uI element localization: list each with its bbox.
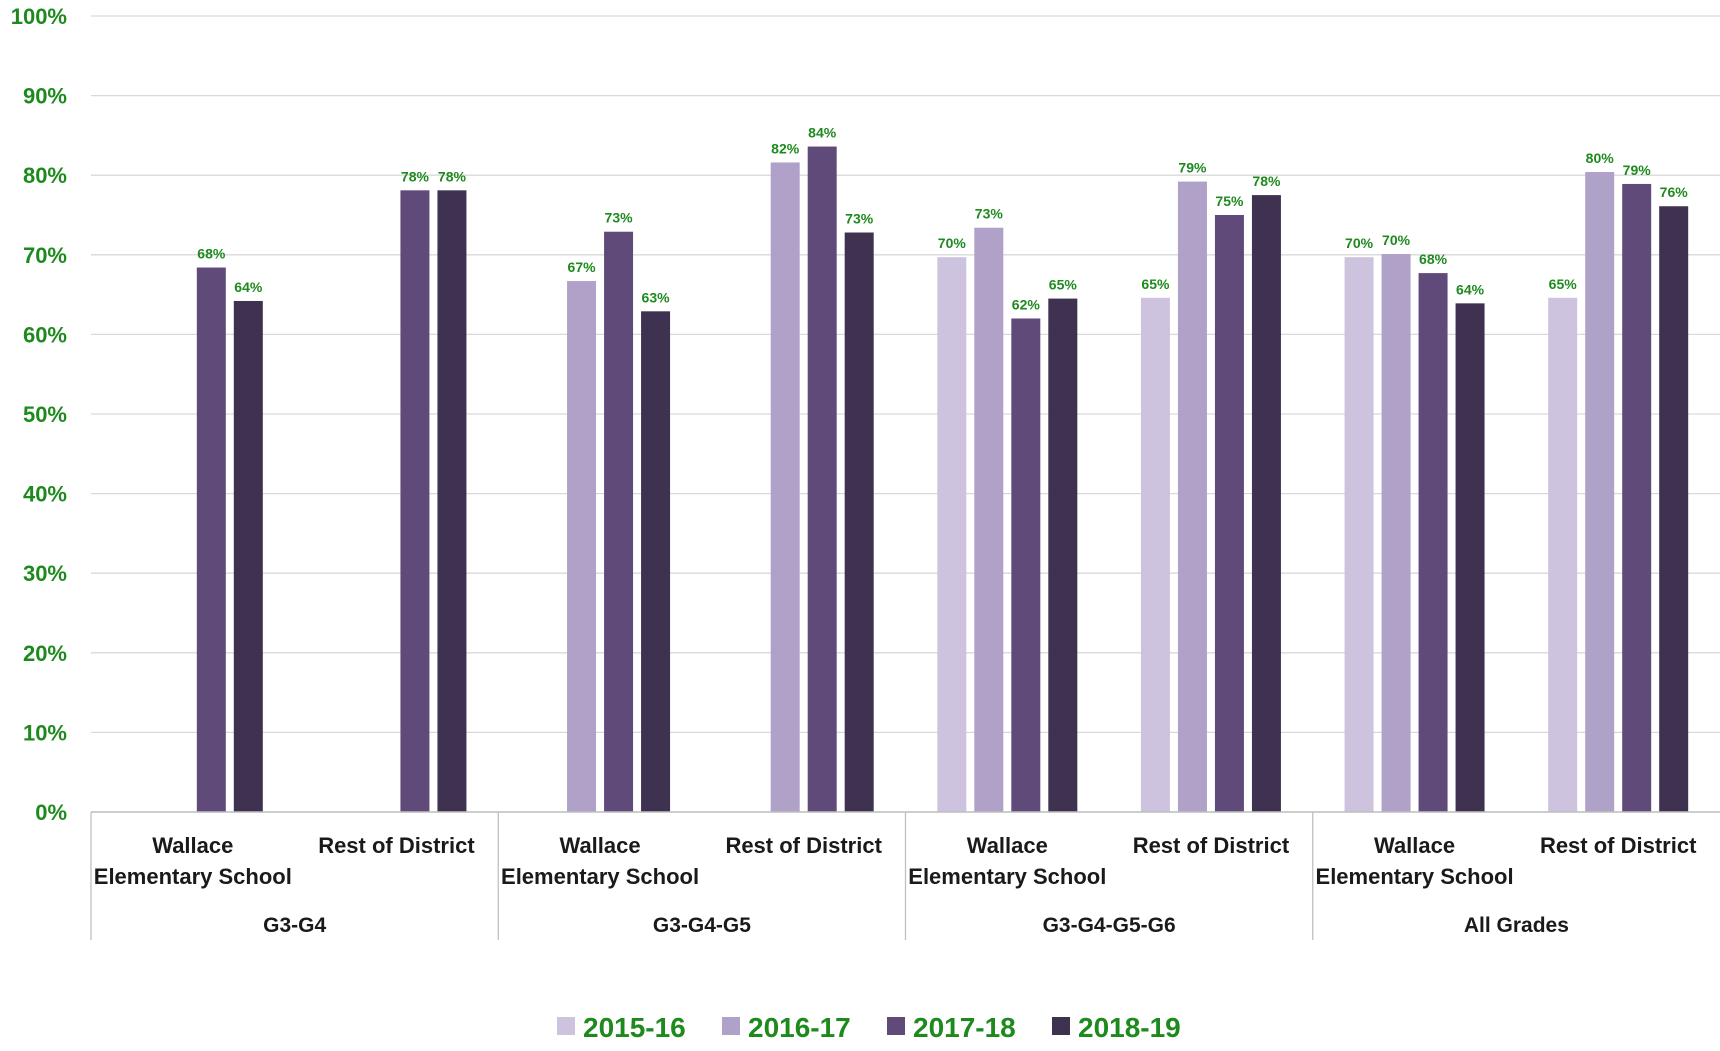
group-label: G3-G4 — [263, 914, 326, 937]
y-tick-label: 50% — [23, 402, 67, 427]
category-label: Rest of District — [1133, 833, 1290, 858]
data-label: 73% — [845, 211, 874, 227]
data-label: 73% — [605, 210, 634, 226]
bar — [641, 311, 671, 812]
bar — [196, 267, 226, 812]
y-tick-label: 10% — [23, 720, 67, 745]
data-label: 62% — [1012, 296, 1041, 312]
category-label: Wallace Elementary School — [94, 833, 292, 889]
data-label: 68% — [1419, 251, 1448, 267]
legend-swatch — [722, 1017, 740, 1035]
y-tick-label: 80% — [23, 163, 67, 188]
y-tick-label: 70% — [23, 243, 67, 268]
data-label: 68% — [197, 246, 226, 262]
bars — [196, 146, 1689, 813]
data-label: 65% — [1549, 276, 1578, 292]
data-label: 78% — [1252, 173, 1281, 189]
data-labels: 68% 64% 78% 78% 67% 73% 63% 82% 84% 73% 70% 73% 62% 6… — [197, 125, 1688, 313]
data-label: 63% — [642, 289, 671, 305]
group-label: All Grades — [1464, 914, 1569, 937]
bar — [1011, 318, 1041, 812]
bar — [567, 281, 597, 812]
bar — [1048, 298, 1078, 813]
bar — [1381, 254, 1411, 812]
data-label: 82% — [771, 140, 800, 156]
legend: 2015-16 2016-17 2017-18 2018-19 — [557, 1012, 1181, 1043]
bar — [1622, 183, 1652, 812]
data-label: 78% — [401, 168, 430, 184]
bar — [844, 232, 874, 813]
y-tick-label: 20% — [23, 641, 67, 666]
data-label: 79% — [1623, 162, 1652, 178]
category-label: Rest of District — [318, 833, 475, 858]
bar — [437, 190, 467, 813]
legend-swatch — [1052, 1017, 1070, 1035]
data-label: 64% — [1456, 281, 1485, 297]
data-label: 70% — [1382, 232, 1411, 248]
data-label: 84% — [808, 125, 837, 141]
data-label: 65% — [1049, 277, 1078, 293]
data-label: 78% — [438, 168, 467, 184]
category-label: Wallace Elementary School — [501, 833, 699, 889]
data-label: 70% — [938, 235, 967, 251]
x-axis: Wallace Elementary School Rest of District… — [90, 811, 1720, 940]
bar — [770, 162, 800, 813]
data-label: 65% — [1141, 276, 1170, 292]
data-label: 64% — [234, 279, 263, 295]
data-label: 73% — [975, 206, 1004, 222]
gridlines — [91, 15, 1720, 813]
y-tick-label: 0% — [35, 800, 67, 825]
y-tick-label: 30% — [23, 561, 67, 586]
data-label: 79% — [1178, 160, 1207, 176]
bar — [1455, 303, 1485, 812]
y-tick-label: 60% — [23, 322, 67, 347]
group-label: G3-G4-G5-G6 — [1043, 914, 1176, 937]
data-label: 67% — [568, 259, 597, 275]
legend-swatch — [887, 1017, 905, 1035]
data-label: 70% — [1345, 235, 1374, 251]
category-label: Rest of District — [1540, 833, 1697, 858]
data-label: 80% — [1586, 150, 1615, 166]
bar — [807, 146, 837, 812]
legend-label: 2015-16 — [583, 1012, 686, 1043]
y-tick-label: 90% — [23, 84, 67, 109]
bar — [974, 227, 1004, 813]
bar — [1344, 257, 1374, 812]
category-label: Wallace Elementary School — [1316, 833, 1514, 889]
data-label: 76% — [1660, 184, 1689, 200]
bar — [604, 231, 634, 812]
y-axis-ticks: 0% 10% 20% 30% 40% 50% 60% 70% 80% 90% 100% — [11, 4, 67, 825]
bar — [1585, 172, 1615, 813]
y-tick-label: 40% — [23, 482, 67, 507]
bar — [400, 190, 430, 813]
bar — [1251, 195, 1281, 813]
bar — [1140, 297, 1170, 812]
bar — [1214, 215, 1244, 812]
data-label: 75% — [1215, 193, 1244, 209]
category-label: Wallace Elementary School — [908, 833, 1106, 889]
bar — [1177, 181, 1207, 812]
bar — [1659, 206, 1689, 812]
legend-label: 2018-19 — [1078, 1012, 1181, 1043]
y-tick-label: 100% — [11, 4, 67, 29]
bar — [937, 257, 967, 812]
bar — [1548, 297, 1578, 812]
category-label: Rest of District — [725, 833, 882, 858]
bar — [233, 300, 263, 812]
legend-label: 2016-17 — [748, 1012, 851, 1043]
group-label: G3-G4-G5 — [653, 914, 751, 937]
legend-swatch — [557, 1017, 575, 1035]
bar — [1418, 273, 1448, 812]
legend-label: 2017-18 — [913, 1012, 1016, 1043]
